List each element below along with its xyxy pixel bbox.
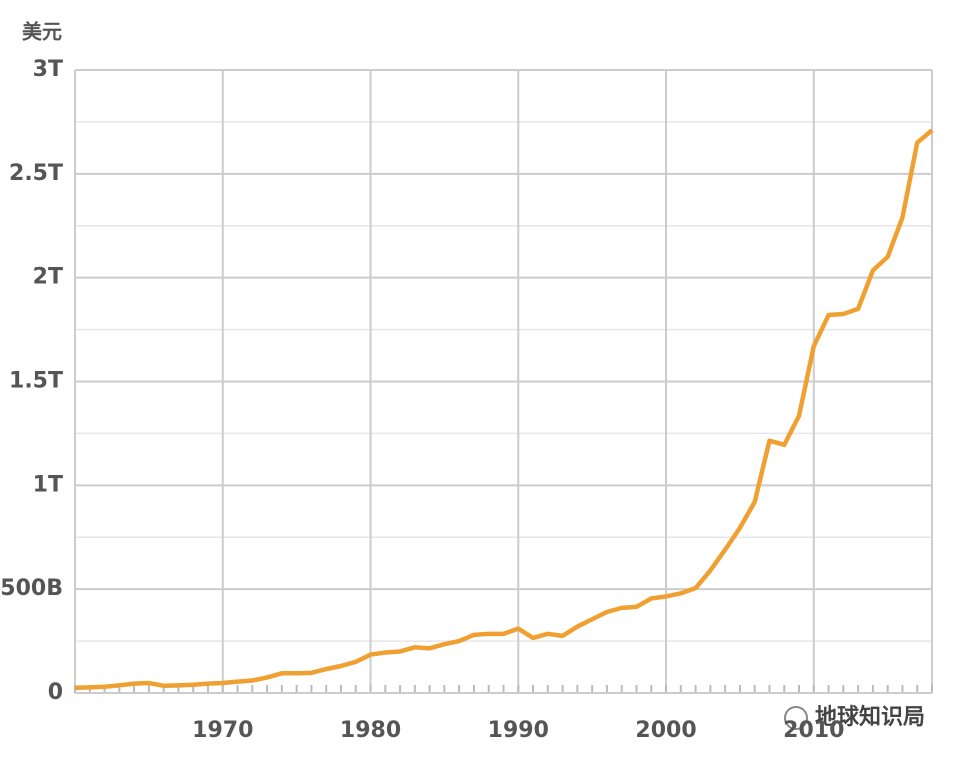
x-tick-label: 2010 xyxy=(783,718,844,743)
watermark-icon xyxy=(784,706,808,730)
y-tick-label: 1.5T xyxy=(9,369,63,394)
watermark: 地球知识局 xyxy=(784,704,925,730)
y-axis-label: 美元 xyxy=(22,20,62,44)
data-line xyxy=(74,128,934,691)
y-tick-label: 0 xyxy=(48,680,63,705)
plot: 0 500B 1T 1.5T 2T 2.5T 3T 1970 1980 1990 2000 2010 xyxy=(0,57,934,743)
y-tick-label: 3T xyxy=(33,57,63,82)
y-tick-label: 2.5T xyxy=(9,161,63,186)
y-tick-label: 1T xyxy=(33,472,63,497)
x-tick-label: 2000 xyxy=(635,718,696,743)
x-tick-label: 1980 xyxy=(340,718,401,743)
x-tick-label: 1970 xyxy=(192,718,253,743)
y-tick-label: 2T xyxy=(33,265,63,290)
watermark-text: 地球知识局 xyxy=(815,704,925,730)
y-tick-label: 500B xyxy=(0,576,63,601)
x-tick-label: 1990 xyxy=(488,718,549,743)
